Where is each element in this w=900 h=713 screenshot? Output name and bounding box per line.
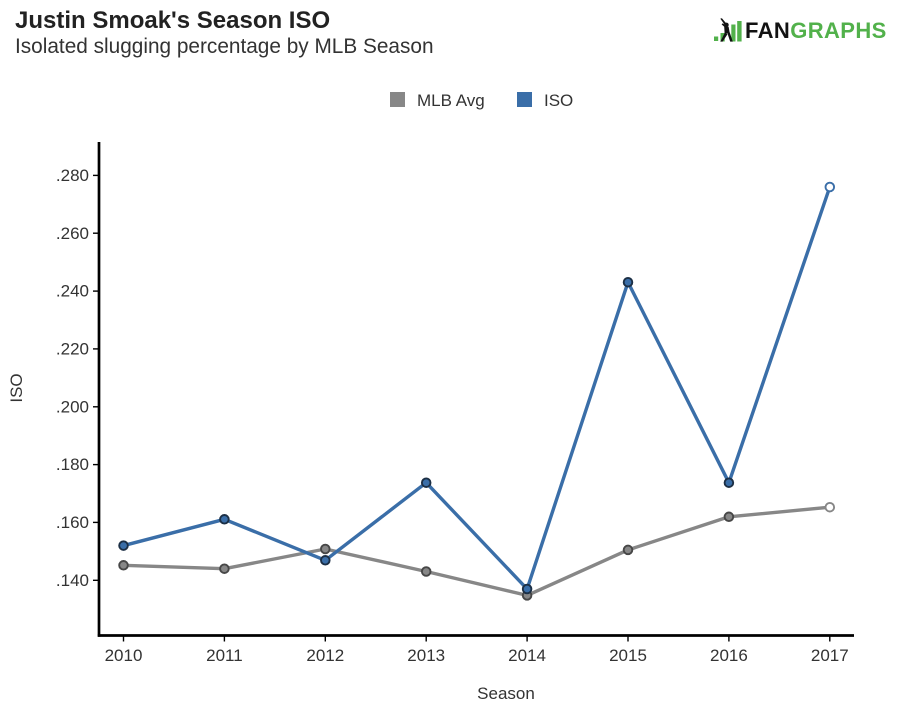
svg-text:.180: .180 [56, 455, 89, 474]
svg-text:2014: 2014 [508, 646, 546, 665]
svg-text:.140: .140 [56, 571, 89, 590]
svg-text:2016: 2016 [710, 646, 748, 665]
svg-text:Justin Smoak's Season ISO: Justin Smoak's Season ISO [15, 7, 330, 34]
svg-text:.200: .200 [56, 397, 89, 416]
svg-text:2015: 2015 [609, 646, 647, 665]
svg-text:ISO: ISO [544, 91, 573, 110]
svg-text:2017: 2017 [811, 646, 849, 665]
svg-text:2010: 2010 [105, 646, 143, 665]
svg-text:MLB Avg: MLB Avg [417, 91, 485, 110]
svg-text:.280: .280 [56, 166, 89, 185]
svg-text:.260: .260 [56, 224, 89, 243]
svg-text:ISO: ISO [7, 373, 26, 402]
svg-text:Season: Season [477, 684, 535, 703]
svg-text:.160: .160 [56, 513, 89, 532]
svg-text:2013: 2013 [407, 646, 445, 665]
svg-text:.220: .220 [56, 340, 89, 359]
svg-text:FANGRAPHS: FANGRAPHS [745, 18, 887, 43]
svg-text:2012: 2012 [306, 646, 344, 665]
svg-text:.240: .240 [56, 282, 89, 301]
svg-text:2011: 2011 [206, 646, 243, 665]
svg-text:Isolated slugging percentage b: Isolated slugging percentage by MLB Seas… [15, 35, 434, 58]
